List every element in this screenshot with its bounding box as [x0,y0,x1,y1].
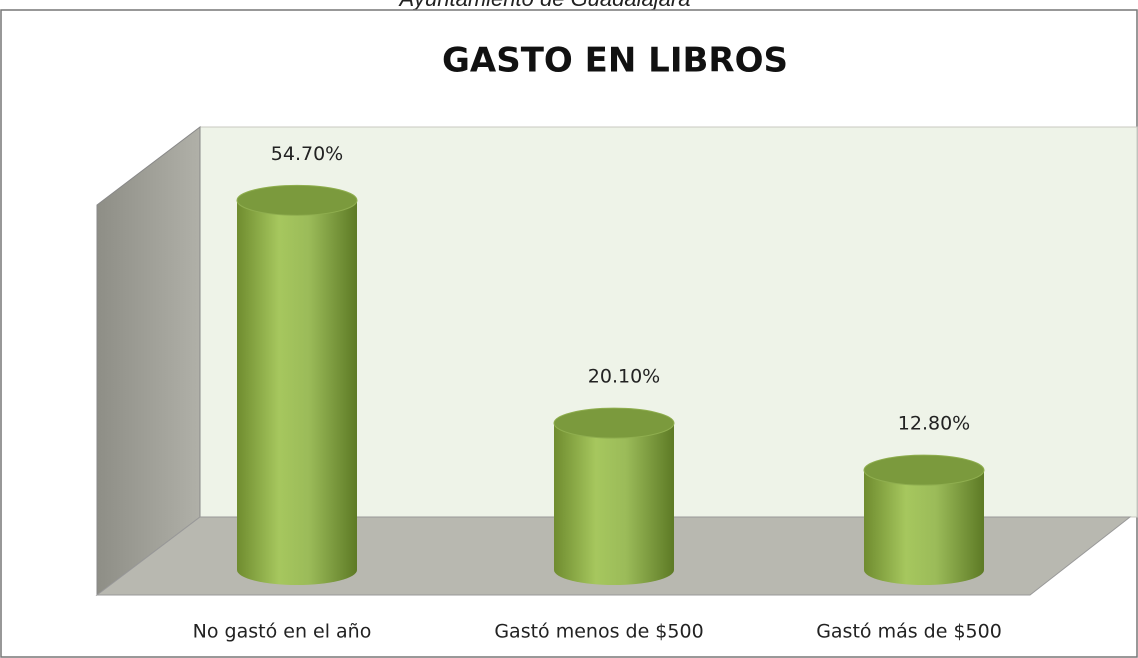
cylinder-body [864,470,984,585]
x-tick-label: No gastó en el año [193,621,372,643]
side-wall [96,125,201,597]
cylinder-top [863,454,985,486]
header: Ayuntamiento de Guadalajara [398,0,691,11]
data-label: 54.70% [271,143,343,165]
data-label: 20.10% [588,366,660,388]
cylinder-top [236,184,358,216]
cylinder-top [553,407,675,439]
x-tick-label: Gastó más de $500 [816,621,1002,643]
chart-title: GASTO EN LIBROS [442,41,788,81]
data-label: 12.80% [898,413,970,435]
cylinder-body [237,200,357,585]
cylinder-body [554,423,674,585]
x-tick-label: Gastó menos de $500 [494,621,703,643]
